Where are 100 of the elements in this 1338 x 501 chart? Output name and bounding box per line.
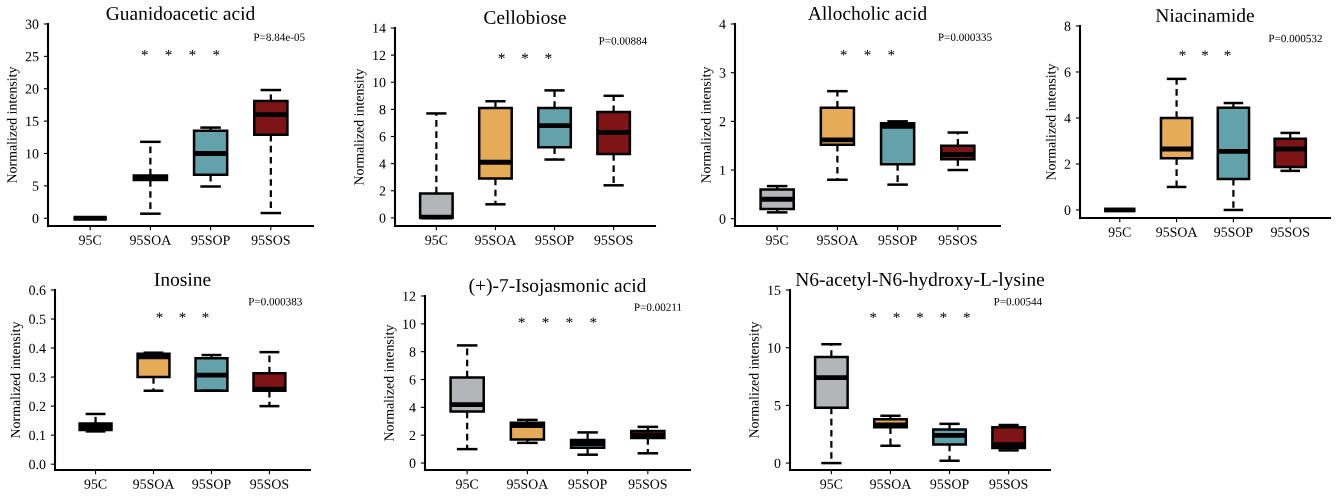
y-tick-label: 0.6 <box>29 285 46 296</box>
x-tick-label: 95C <box>79 235 101 245</box>
y-tick-label: 15 <box>768 285 781 295</box>
annotation: * <box>1201 50 1209 56</box>
chart-title: Cellobiose <box>484 10 566 25</box>
x-tick-label: 95SOS <box>1270 227 1310 237</box>
annotation: * <box>566 317 573 324</box>
x-tick-label: 95SOA <box>475 235 517 245</box>
y-tick-label: 12 <box>373 50 386 60</box>
x-tick-label: 95SOA <box>133 479 175 489</box>
annotation: * <box>963 312 970 319</box>
annotation: * <box>545 53 552 59</box>
x-tick-label: 95C <box>425 235 448 245</box>
x-tick-label: 95SOP <box>1214 227 1253 237</box>
y-tick-label: 0.5 <box>29 314 46 325</box>
annotation: * <box>840 49 847 56</box>
y-tick-label: 5 <box>774 401 781 411</box>
x-tick-label: 95SOS <box>251 235 290 245</box>
annotation: * <box>893 312 900 319</box>
y-tick-label: 20 <box>25 84 39 94</box>
x-tick-label: 95SOP <box>192 479 231 489</box>
y-tick-label: 0 <box>32 213 39 224</box>
annotation: P=0.000532 <box>1268 34 1322 43</box>
annotation: * <box>1224 50 1231 56</box>
chart-title: Inosine <box>154 272 211 287</box>
y-tick-label: 0 <box>774 458 781 469</box>
x-tick-label: 95SOP <box>568 479 607 489</box>
y-tick-label: 30 <box>25 19 39 29</box>
y-tick-label: 10 <box>373 77 386 88</box>
y-tick-label: 0.4 <box>29 343 46 354</box>
annotation: * <box>590 317 597 324</box>
x-tick-label: 95SOS <box>628 479 667 489</box>
x-tick-label: 95C <box>1108 227 1131 237</box>
y-tick-label: 12 <box>403 291 416 301</box>
y-tick-label: 5 <box>32 181 39 191</box>
y-axis-title: Normalized intensity <box>1045 63 1059 181</box>
annotation: * <box>498 53 505 59</box>
annotation: * <box>1179 50 1186 56</box>
y-tick-label: 25 <box>25 51 39 62</box>
y-tick-label: 14 <box>373 23 386 33</box>
y-axis-title: Normalized intensity <box>700 66 714 184</box>
chart-title: Guanidoacetic acid <box>106 6 256 21</box>
y-tick-label: 2 <box>409 430 416 441</box>
annotation: * <box>542 317 549 324</box>
y-axis-title: Normalized intensity <box>383 324 397 442</box>
y-tick-label: 10 <box>403 319 416 329</box>
y-tick-label: 0 <box>379 213 386 223</box>
y-tick-label: 0.0 <box>29 459 46 470</box>
annotation: P=0.00544 <box>993 297 1043 306</box>
y-tick-label: 4 <box>379 159 386 169</box>
annotation: * <box>916 312 924 319</box>
y-tick-label: 4 <box>719 19 726 29</box>
y-tick-label: 8 <box>409 347 416 357</box>
y-tick-label: 2 <box>719 116 726 127</box>
chart-title: N6-acetyl-N6-hydroxy-L-lysine <box>795 272 1045 290</box>
annotation: * <box>864 49 871 56</box>
annotation: * <box>179 312 186 319</box>
y-axis-title: Normalized intensity <box>748 321 762 439</box>
x-tick-label: 95SOS <box>938 235 977 245</box>
annotation: * <box>888 49 895 56</box>
annotation: * <box>213 49 220 56</box>
x-tick-label: 95C <box>820 479 843 489</box>
annotation: P=0.000383 <box>248 297 302 306</box>
annotation: * <box>202 312 209 319</box>
y-axis-title: Normalized intensity <box>10 321 24 439</box>
y-axis-title: Normalized intensity <box>353 68 367 186</box>
x-tick-label: 95SOP <box>878 235 917 245</box>
y-tick-label: 0 <box>719 214 726 224</box>
x-tick-label: 95SOP <box>930 479 969 489</box>
x-tick-label: 95SOS <box>250 479 289 489</box>
y-tick-label: 4 <box>409 403 416 413</box>
y-tick-label: 0.3 <box>29 372 46 383</box>
y-tick-label: 6 <box>379 132 386 142</box>
y-tick-label: 1 <box>720 165 726 175</box>
y-tick-label: 6 <box>409 375 416 385</box>
y-tick-label: 15 <box>26 116 39 127</box>
y-tick-label: 6 <box>1064 67 1071 77</box>
annotation: * <box>141 49 148 56</box>
annotation: P=8.84e-05 <box>253 33 305 41</box>
x-tick-label: 95SOA <box>1156 227 1198 237</box>
annotation: * <box>521 53 529 59</box>
annotation: * <box>156 312 163 319</box>
x-tick-label: 95SOP <box>191 235 230 245</box>
x-tick-label: 95SOS <box>594 235 633 245</box>
annotation: P=0.000335 <box>938 33 992 41</box>
x-tick-label: 95C <box>84 479 107 489</box>
x-tick-label: 95SOS <box>989 479 1028 489</box>
x-tick-label: 95SOP <box>535 235 574 245</box>
chart-title: Allocholic acid <box>808 6 927 21</box>
y-tick-label: 3 <box>719 68 726 78</box>
annotation: * <box>870 312 877 319</box>
annotation: * <box>518 317 525 324</box>
y-tick-label: 0.2 <box>29 401 46 412</box>
x-tick-label: 95SOA <box>817 235 859 245</box>
y-tick-label: 0.1 <box>29 430 46 441</box>
x-tick-label: 95SOA <box>507 479 549 489</box>
y-tick-label: 4 <box>1064 113 1071 123</box>
annotation: * <box>189 49 196 56</box>
y-tick-label: 2 <box>379 186 386 196</box>
chart-title: (+)-7-Isojasmonic acid <box>469 278 647 296</box>
